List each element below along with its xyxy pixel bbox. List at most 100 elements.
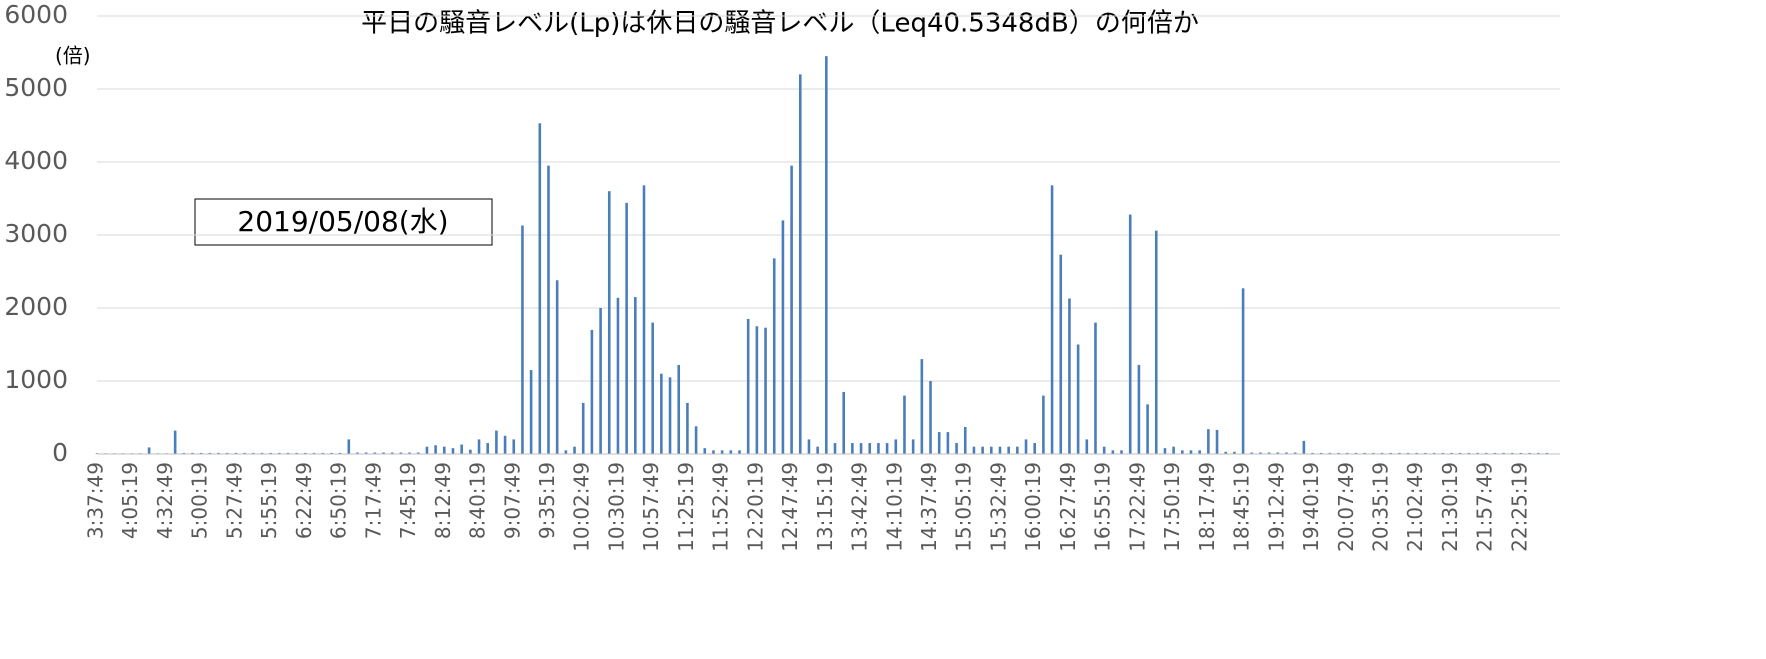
x-tick-label: 16:00:19 — [1021, 462, 1045, 552]
bar — [208, 452, 212, 454]
x-tick-label: 16:27:49 — [1056, 462, 1080, 552]
y-tick-label: 2000 — [4, 292, 68, 321]
bar — [1450, 452, 1453, 454]
bar — [1094, 322, 1097, 454]
bar — [833, 443, 837, 454]
bar — [1302, 440, 1306, 454]
bar — [868, 443, 872, 454]
bar — [1510, 452, 1514, 454]
bar — [1085, 439, 1089, 454]
x-tick-label: 15:32:49 — [986, 462, 1010, 552]
bar — [217, 452, 220, 454]
bar — [182, 452, 186, 454]
bar — [1050, 185, 1054, 455]
bar — [1432, 452, 1436, 454]
bar — [338, 452, 342, 454]
x-tick-label: 20:35:19 — [1369, 462, 1393, 552]
bar — [1380, 452, 1384, 454]
x-tick-label: 3:37:49 — [84, 462, 108, 539]
bar — [607, 191, 611, 454]
bar — [278, 452, 281, 454]
bar — [1285, 452, 1288, 454]
bar — [1007, 446, 1010, 454]
bar — [929, 381, 932, 454]
bar — [1519, 452, 1523, 454]
bar — [191, 452, 194, 454]
x-tick-label: 8:40:19 — [466, 462, 490, 539]
annotation-box — [194, 198, 493, 246]
bar — [981, 446, 984, 454]
bar — [1250, 452, 1254, 454]
y-tick-label: 6000 — [4, 0, 68, 29]
x-tick-label: 17:22:49 — [1125, 462, 1149, 552]
bar — [998, 446, 1002, 454]
y-tick-label: 4000 — [4, 146, 68, 175]
x-tick-label: 21:30:19 — [1438, 462, 1462, 552]
bar — [1068, 298, 1071, 454]
bar — [746, 318, 750, 454]
x-tick-label: 12:47:49 — [778, 462, 802, 552]
bar — [260, 452, 264, 454]
x-tick-label: 15:05:19 — [952, 462, 976, 552]
bar — [495, 430, 498, 454]
x-tick-label: 5:27:49 — [222, 462, 246, 539]
bar — [859, 443, 863, 454]
bar — [1484, 452, 1488, 454]
bar — [1259, 452, 1262, 454]
bar — [1137, 364, 1141, 454]
x-tick-label: 10:02:49 — [570, 462, 594, 552]
bar — [1146, 404, 1149, 454]
bar — [286, 452, 290, 454]
bar — [729, 450, 733, 454]
x-tick-label: 17:50:19 — [1160, 462, 1184, 552]
bar — [877, 443, 880, 454]
x-tick-label: 14:10:19 — [882, 462, 906, 552]
bar — [460, 444, 463, 454]
bar — [894, 439, 898, 454]
bar — [851, 443, 854, 454]
bar — [1241, 288, 1245, 454]
bar — [581, 402, 585, 454]
x-tick-label: 5:55:19 — [257, 462, 281, 539]
x-tick-label: 16:55:19 — [1091, 462, 1115, 552]
x-tick-label: 18:45:19 — [1230, 462, 1254, 552]
bar — [738, 450, 741, 454]
bar — [1128, 214, 1132, 454]
bar — [816, 446, 819, 454]
bar — [807, 439, 811, 454]
y-tick-label: 5000 — [4, 73, 68, 102]
bar — [1337, 452, 1340, 454]
bar — [1267, 452, 1271, 454]
bar — [790, 165, 793, 454]
x-tick-label: 4:05:19 — [118, 462, 142, 539]
x-tick-label: 7:17:49 — [361, 462, 385, 539]
bar — [564, 450, 568, 454]
bar — [573, 446, 576, 454]
bar — [547, 165, 550, 454]
bar — [512, 439, 516, 454]
bar — [720, 450, 724, 454]
bar — [390, 452, 394, 454]
bar — [937, 432, 941, 454]
bar — [972, 446, 976, 454]
bar — [660, 373, 663, 454]
bar — [295, 452, 298, 454]
x-tick-label: 9:35:19 — [535, 462, 559, 539]
bar — [1111, 450, 1115, 454]
bar — [1493, 452, 1497, 454]
x-tick-label: 19:40:19 — [1299, 462, 1323, 552]
x-tick-label: 21:02:49 — [1403, 462, 1427, 552]
bar — [434, 445, 437, 454]
bar — [634, 297, 637, 454]
x-tick-label: 4:32:49 — [153, 462, 177, 539]
x-tick-label: 20:07:49 — [1334, 462, 1358, 552]
bar — [147, 447, 151, 454]
bar — [408, 452, 411, 454]
bar — [1545, 452, 1549, 454]
y-tick-label: 1000 — [4, 365, 68, 394]
bar — [356, 452, 359, 454]
bar — [347, 439, 351, 454]
bar — [1102, 446, 1106, 454]
x-tick-label: 9:07:49 — [500, 462, 524, 539]
bar — [677, 364, 681, 454]
